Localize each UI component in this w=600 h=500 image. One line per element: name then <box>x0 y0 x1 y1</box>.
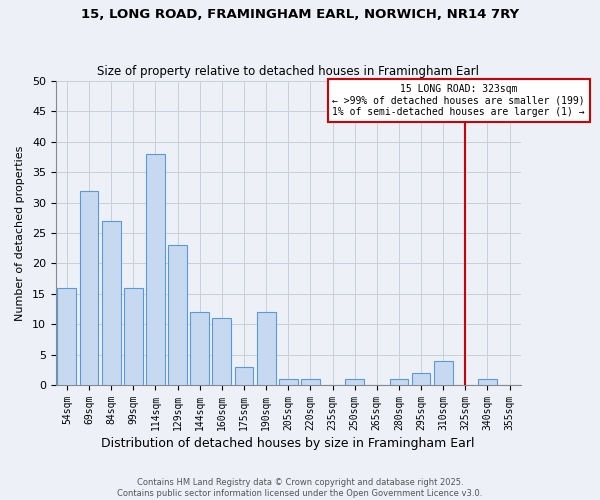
Bar <box>345 379 364 385</box>
Bar <box>235 367 253 385</box>
Bar <box>58 288 76 385</box>
Bar <box>190 312 209 385</box>
Bar <box>102 221 121 385</box>
Bar <box>434 361 452 385</box>
Bar <box>212 318 231 385</box>
Title: Size of property relative to detached houses in Framingham Earl: Size of property relative to detached ho… <box>97 66 479 78</box>
Bar <box>301 379 320 385</box>
Bar <box>412 373 430 385</box>
Bar <box>80 190 98 385</box>
Bar <box>146 154 165 385</box>
Bar <box>124 288 143 385</box>
Y-axis label: Number of detached properties: Number of detached properties <box>15 146 25 321</box>
Bar <box>389 379 409 385</box>
X-axis label: Distribution of detached houses by size in Framingham Earl: Distribution of detached houses by size … <box>101 437 475 450</box>
Bar <box>279 379 298 385</box>
Bar <box>257 312 275 385</box>
Bar <box>168 245 187 385</box>
Text: 15, LONG ROAD, FRAMINGHAM EARL, NORWICH, NR14 7RY: 15, LONG ROAD, FRAMINGHAM EARL, NORWICH,… <box>81 8 519 20</box>
Text: 15 LONG ROAD: 323sqm
← >99% of detached houses are smaller (199)
1% of semi-deta: 15 LONG ROAD: 323sqm ← >99% of detached … <box>332 84 585 117</box>
Text: Contains HM Land Registry data © Crown copyright and database right 2025.
Contai: Contains HM Land Registry data © Crown c… <box>118 478 482 498</box>
Bar <box>478 379 497 385</box>
